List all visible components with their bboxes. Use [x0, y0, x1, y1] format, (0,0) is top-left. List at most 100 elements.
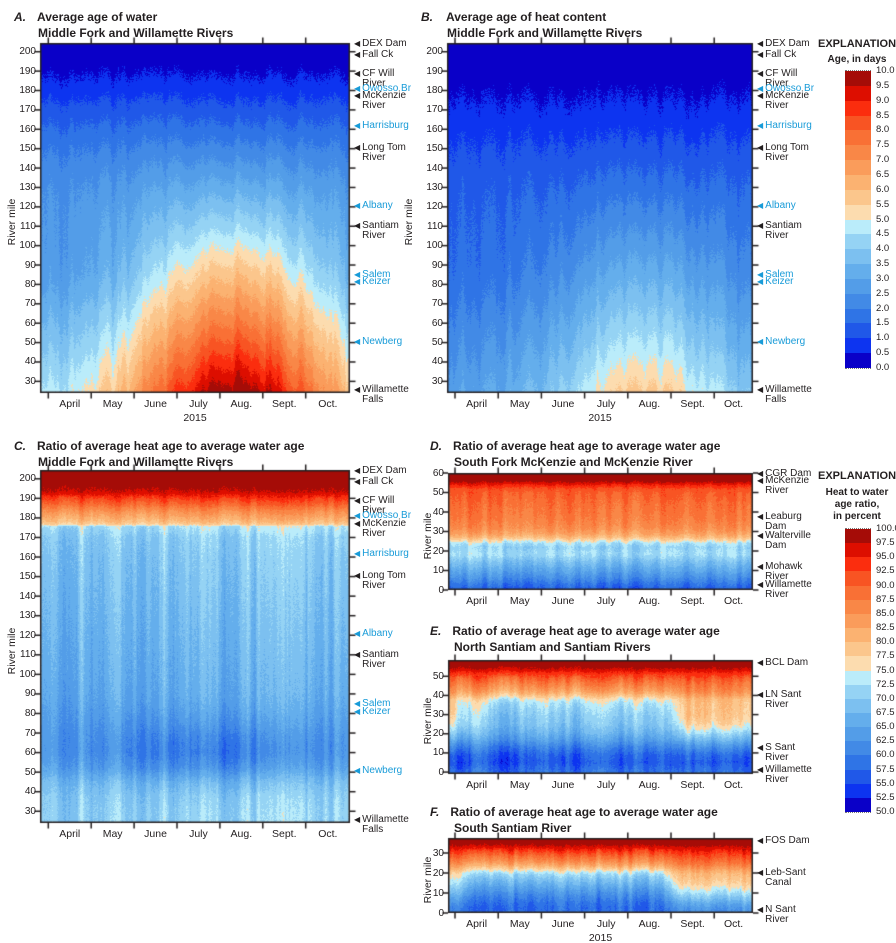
site-arrow-icon: ◀ — [757, 690, 764, 700]
colorbar-label: 0.5 — [876, 347, 890, 359]
site-label-line: Owosso Br — [362, 82, 412, 94]
annotation-newberg: ◀ Newberg — [757, 336, 805, 347]
x-month-label: Oct. — [723, 398, 744, 410]
site-arrow-icon: ◀ — [354, 476, 361, 486]
colorbar-label: 57.5 — [876, 763, 895, 775]
site-label-line: River — [765, 230, 789, 242]
site-label-line: McKenzie — [362, 517, 407, 529]
panel-A-heatmap — [32, 35, 358, 401]
panel-letter: E. — [430, 624, 442, 638]
x-year-label: 2015 — [588, 412, 612, 424]
annotation-leaburg-dam: ◀ Leaburg Dam — [757, 511, 802, 532]
site-label-line: Dam — [765, 520, 787, 532]
site-label: DEX Dam — [362, 37, 407, 49]
colorbar-label: 77.5 — [876, 650, 895, 662]
annotation-ssant-river: ◀ S Sant River — [757, 743, 795, 763]
annotation-salem: ◀ Salem — [354, 269, 391, 280]
site-label-line: Santiam — [765, 220, 802, 232]
y-tick-label: 140 — [426, 162, 443, 174]
colorbar-segment — [845, 797, 871, 813]
y-tick-label: 10 — [432, 565, 444, 576]
colorbar-label: 97.5 — [876, 537, 895, 549]
site-arrow-icon: ◀ — [354, 570, 361, 580]
site-label: Long Tom River — [362, 570, 406, 591]
y-tick-label: 30 — [432, 847, 444, 859]
x-month-label: Aug. — [638, 779, 661, 791]
annotation-keizer: ◀ Keizer — [354, 706, 391, 717]
colorbar-label: 7.0 — [876, 154, 890, 166]
site-label: S Sant River — [765, 743, 795, 763]
annotation-owossobr: ◀ Owosso Br — [354, 509, 412, 521]
site-label-line: Leb-Sant — [765, 867, 806, 878]
site-label-line: Willamette — [765, 579, 812, 591]
y-tick-label: 30 — [431, 375, 443, 387]
site-label-line: Owosso Br — [362, 509, 412, 521]
colorbar-label: 60.0 — [876, 749, 895, 761]
site-label-line: CF Will — [362, 495, 395, 507]
annotation-albany: ◀ Albany — [354, 200, 393, 211]
annotation-walterville-dam: ◀ Walterville Dam — [757, 531, 811, 551]
x-month-label: July — [596, 595, 616, 607]
x-month-label: Aug. — [230, 828, 253, 840]
site-label: Fall Ck — [362, 476, 393, 487]
panel-letter: B. — [421, 10, 433, 24]
annotation-longtom-river: ◀ Long Tom River — [354, 570, 406, 591]
colorbar-segment — [845, 234, 871, 250]
colorbar-segment — [845, 71, 871, 87]
colorbar-label: 62.5 — [876, 735, 895, 747]
colorbar-segment — [845, 769, 871, 785]
y-axis-title-text: River mile — [6, 198, 18, 246]
site-arrow-icon: ◀ — [354, 121, 361, 131]
x-month-label: Oct. — [723, 595, 744, 607]
y-tick-label: 70 — [431, 298, 443, 310]
x-month-label: June — [551, 398, 575, 410]
site-label-line: Willamette — [362, 814, 409, 826]
legend-age-title: EXPLANATION — [818, 38, 896, 50]
colorbar-label: 100.0 — [876, 523, 896, 534]
site-label-line: River — [765, 484, 789, 496]
x-month-label: June — [551, 595, 575, 607]
site-label: Salem — [362, 698, 390, 709]
y-tick-label: 10 — [432, 747, 444, 759]
colorbar-segment — [845, 323, 871, 339]
site-label-line: Salem — [765, 268, 794, 280]
annotation-owossobr: ◀ Owosso Br — [354, 82, 412, 94]
panel-C-heatmap — [32, 462, 358, 831]
x-month-label: April — [466, 595, 488, 607]
site-label-line: FOS Dam — [765, 835, 810, 846]
y-tick-label: 40 — [24, 786, 36, 798]
y-tick-label: 60 — [432, 467, 444, 479]
y-axis-title-text: River mile — [422, 512, 434, 559]
site-label-line: DEX Dam — [765, 37, 810, 49]
site-label-line: River — [765, 699, 789, 711]
x-month-label: April — [466, 779, 488, 791]
site-arrow-icon: ◀ — [354, 496, 361, 506]
site-arrow-icon: ◀ — [354, 91, 361, 101]
site-label: LN Sant River — [765, 690, 801, 710]
site-arrow-icon: ◀ — [757, 580, 764, 590]
site-arrow-icon: ◀ — [757, 905, 764, 914]
colorbar-label: 5.5 — [876, 198, 890, 210]
colorbar-segment — [845, 698, 871, 714]
site-label-line: River — [362, 658, 386, 670]
colorbar-segment — [845, 115, 871, 131]
y-tick-label: 120 — [426, 201, 443, 213]
legend-ratio-subtitle-2: age ratio, — [834, 499, 880, 510]
colorbar-segment — [845, 727, 871, 742]
site-label-line: Falls — [362, 824, 384, 836]
colorbar-segment — [845, 557, 871, 572]
site-label-line: River — [765, 151, 789, 163]
panel-title-line2: North Santiam and Santiam Rivers — [454, 640, 651, 654]
y-tick-label: 180 — [19, 512, 36, 524]
annotation-fosdam: ◀ FOS Dam — [757, 836, 810, 846]
panel-E-heatmap — [440, 652, 761, 782]
x-month-label: Sept. — [271, 828, 297, 840]
panel-title-line1: Ratio of average heat age to average wat… — [452, 624, 720, 638]
site-label-line: DEX Dam — [362, 37, 407, 49]
panel-title-row: A. Average age of water — [14, 8, 233, 26]
site-arrow-icon: ◀ — [354, 49, 361, 59]
site-label: Santiam River — [765, 221, 802, 241]
panel-title-line1: Ratio of average heat age to average wat… — [37, 439, 305, 453]
annotation-dexdam: ◀ DEX Dam — [757, 37, 810, 49]
colorbar-segment — [845, 628, 871, 643]
